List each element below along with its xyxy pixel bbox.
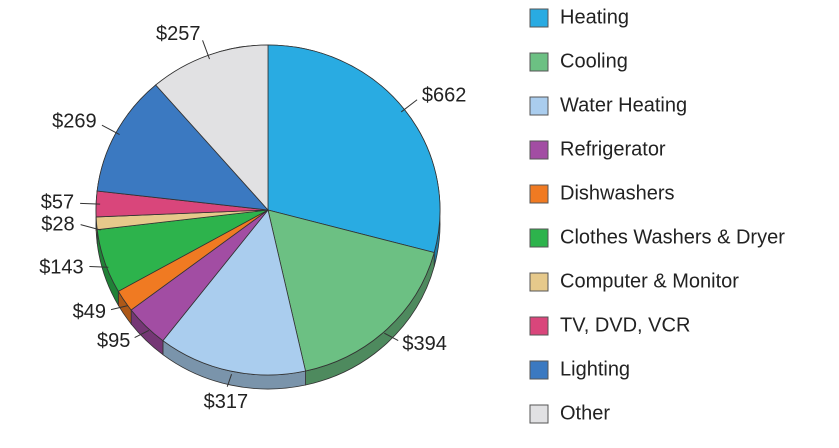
leader-line (202, 40, 210, 60)
legend-label: Refrigerator (560, 138, 666, 160)
legend-label: Computer & Monitor (560, 270, 739, 292)
leader-line (400, 99, 418, 113)
legend-swatch (529, 360, 549, 380)
legend-swatch (529, 52, 549, 72)
legend-label: Heating (560, 6, 629, 28)
slice (162, 209, 307, 376)
value-label: $95 (97, 330, 130, 352)
value-label: $49 (73, 301, 106, 323)
value-label: $394 (402, 333, 447, 355)
leader-line (110, 305, 128, 311)
legend-label: Cooling (560, 50, 628, 72)
value-label: $317 (204, 391, 249, 413)
legend-swatch (529, 8, 549, 28)
legend-label: Water Heating (560, 94, 687, 116)
legend-swatch (529, 228, 549, 248)
leader-line (80, 202, 101, 205)
legend-swatch (529, 272, 549, 292)
leader-line (89, 266, 109, 268)
leader-line (226, 374, 233, 387)
legend-swatch (529, 96, 549, 116)
leader-line (80, 224, 101, 231)
legend-swatch (529, 140, 549, 160)
legend-label: TV, DVD, VCR (560, 314, 690, 336)
leader-line (101, 124, 120, 136)
value-label: $257 (156, 23, 201, 45)
leader-line (384, 332, 399, 342)
legend-swatch (529, 404, 549, 424)
legend-swatch (529, 184, 549, 204)
legend-label: Lighting (560, 358, 630, 380)
value-label: $28 (41, 213, 74, 235)
value-label: $662 (422, 84, 467, 106)
slice (267, 209, 435, 372)
legend-label: Clothes Washers & Dryer (560, 226, 785, 248)
value-label: $269 (52, 111, 97, 133)
legend-label: Dishwashers (560, 182, 674, 204)
legend-label: Other (560, 402, 610, 424)
leader-line (134, 330, 150, 339)
value-label: $57 (41, 191, 74, 213)
legend-swatch (529, 316, 549, 336)
value-label: $143 (39, 257, 84, 279)
